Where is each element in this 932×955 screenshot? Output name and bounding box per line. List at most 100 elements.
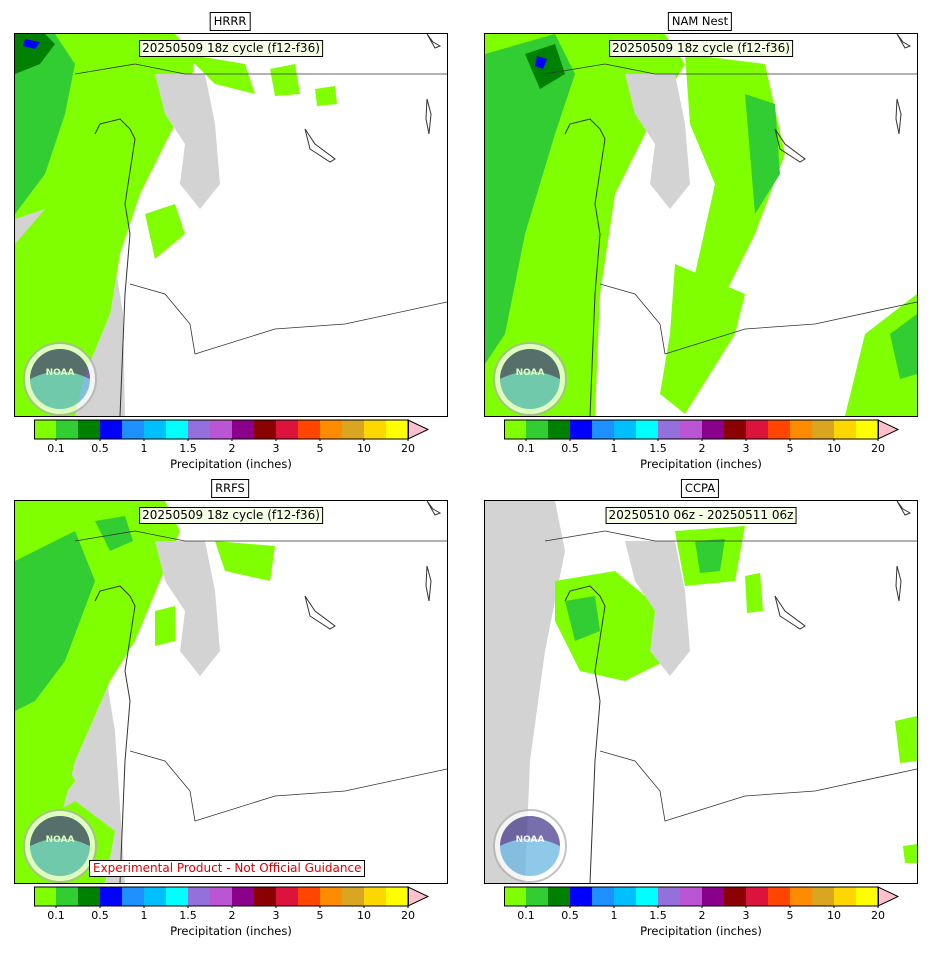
precip-map: NOAA bbox=[485, 34, 917, 416]
noaa-logo: NOAA bbox=[23, 342, 97, 416]
colorbar-segment bbox=[570, 420, 592, 439]
colorbar-tick-label: 0.5 bbox=[91, 909, 109, 922]
colorbar-tick-label: 1.5 bbox=[649, 442, 667, 455]
colorbar-segment bbox=[34, 420, 56, 439]
colorbar-segment bbox=[548, 420, 570, 439]
colorbar-segment bbox=[724, 887, 746, 906]
panel-title: CCPA bbox=[680, 479, 720, 498]
panel-title: HRRR bbox=[209, 12, 251, 31]
colorbar-segment bbox=[526, 420, 548, 439]
colorbar-tick-label: 0.5 bbox=[91, 442, 109, 455]
precip-map: NOAA bbox=[15, 501, 447, 883]
colorbar-segment bbox=[144, 420, 166, 439]
colorbar-segment bbox=[592, 887, 614, 906]
colorbar-segment bbox=[276, 420, 298, 439]
cycle-label: 20250510 06z - 20250511 06z bbox=[605, 507, 797, 524]
colorbar-segment bbox=[856, 420, 878, 439]
colorbar-segment bbox=[856, 887, 878, 906]
colorbar-segment bbox=[56, 887, 78, 906]
colorbar-extend-arrow bbox=[407, 419, 430, 440]
colorbar-segment bbox=[592, 420, 614, 439]
colorbar-segment bbox=[614, 420, 636, 439]
noaa-logo: NOAA bbox=[23, 809, 97, 883]
colorbar-segment bbox=[320, 420, 342, 439]
colorbar: 0.1 0.5 1 1.5 2 3 5 10 20 Precipitation (inches) bbox=[34, 886, 434, 946]
colorbar-segment bbox=[56, 420, 78, 439]
colorbar-label: Precipitation (inches) bbox=[640, 457, 762, 471]
colorbar-segment bbox=[364, 887, 386, 906]
noaa-logo: NOAA bbox=[493, 809, 567, 883]
cycle-label: 20250509 18z cycle (f12-f36) bbox=[139, 40, 323, 57]
noaa-logo: NOAA bbox=[493, 342, 567, 416]
panel-rrfs: RRFS NOAA 20250509 18z cycle bbox=[14, 479, 484, 949]
colorbar-segment bbox=[320, 887, 342, 906]
colorbar-tick-label: 0.1 bbox=[517, 442, 535, 455]
colorbar-tick-label: 0.5 bbox=[561, 442, 579, 455]
precip-map: NOAA bbox=[485, 501, 917, 883]
colorbar-label: Precipitation (inches) bbox=[170, 924, 292, 938]
panel-title: NAM Nest bbox=[667, 12, 733, 31]
colorbar-label: Precipitation (inches) bbox=[170, 457, 292, 471]
colorbar-svg bbox=[504, 419, 900, 441]
colorbar-segment bbox=[636, 420, 658, 439]
colorbar-segment bbox=[768, 887, 790, 906]
panel-ccpa: CCPA NOAA 20250510 06z - 2025 bbox=[484, 479, 932, 949]
colorbar-svg bbox=[504, 886, 900, 908]
colorbar-tick-label: 10 bbox=[357, 909, 371, 922]
colorbar-tick-label: 1 bbox=[140, 442, 148, 455]
colorbar-tick-label: 1.5 bbox=[179, 442, 197, 455]
colorbar-label: Precipitation (inches) bbox=[640, 924, 762, 938]
colorbar-tick-label: 2 bbox=[698, 909, 706, 922]
colorbar-segment bbox=[78, 887, 100, 906]
disclaimer-label: Experimental Product - Not Official Guid… bbox=[89, 860, 366, 877]
colorbar-segment bbox=[614, 887, 636, 906]
map-frame: NOAA 20250509 18z cycle (f12-f36) bbox=[14, 33, 448, 417]
colorbar-segment bbox=[834, 887, 856, 906]
colorbar-segment bbox=[188, 420, 210, 439]
colorbar-svg bbox=[34, 419, 430, 441]
colorbar-tick-label: 3 bbox=[272, 442, 280, 455]
svg-text:NOAA: NOAA bbox=[46, 835, 75, 845]
colorbar-tick-label: 1 bbox=[610, 442, 618, 455]
colorbar-segment bbox=[210, 420, 232, 439]
colorbar-tick-label: 5 bbox=[316, 909, 324, 922]
colorbar-segment bbox=[658, 420, 680, 439]
panel-title: RRFS bbox=[211, 479, 249, 498]
colorbar-tick-label: 5 bbox=[316, 442, 324, 455]
colorbar-extend-arrow bbox=[877, 419, 900, 440]
colorbar-segment bbox=[680, 887, 702, 906]
colorbar-segment bbox=[144, 887, 166, 906]
colorbar-tick-label: 0.1 bbox=[47, 442, 65, 455]
colorbar-segment bbox=[702, 420, 724, 439]
colorbar-segment bbox=[746, 420, 768, 439]
colorbar-tick-label: 0.1 bbox=[517, 909, 535, 922]
colorbar-segment bbox=[254, 887, 276, 906]
colorbar-segment bbox=[166, 420, 188, 439]
colorbar-segment bbox=[812, 887, 834, 906]
colorbar-segment bbox=[504, 887, 526, 906]
colorbar-segment bbox=[232, 887, 254, 906]
map-frame: NOAA 20250510 06z - 20250511 06z bbox=[484, 500, 918, 884]
precip-map: NOAA bbox=[15, 34, 447, 416]
colorbar-segment bbox=[790, 887, 812, 906]
colorbar-tick-label: 0.1 bbox=[47, 909, 65, 922]
colorbar-segment bbox=[548, 887, 570, 906]
colorbar-segment bbox=[78, 420, 100, 439]
colorbar-segment bbox=[724, 420, 746, 439]
colorbar-segment bbox=[702, 887, 724, 906]
colorbar-tick-label: 1.5 bbox=[649, 909, 667, 922]
colorbar-segment bbox=[122, 887, 144, 906]
panel-nam-nest: NAM Nest NOAA 20250509 bbox=[484, 12, 932, 482]
map-frame: NOAA 20250509 18z cycle (f12-f36) bbox=[484, 33, 918, 417]
colorbar-segment bbox=[166, 887, 188, 906]
colorbar-tick-label: 20 bbox=[871, 909, 885, 922]
colorbar-segment bbox=[768, 420, 790, 439]
colorbar: 0.1 0.5 1 1.5 2 3 5 10 20 Precipitation (inches) bbox=[504, 886, 904, 946]
colorbar-tick-label: 3 bbox=[272, 909, 280, 922]
colorbar-tick-label: 3 bbox=[742, 442, 750, 455]
svg-text:NOAA: NOAA bbox=[516, 835, 545, 845]
colorbar-tick-label: 1 bbox=[140, 909, 148, 922]
colorbar-tick-label: 5 bbox=[786, 909, 794, 922]
colorbar-segment bbox=[746, 887, 768, 906]
colorbar-segment bbox=[100, 887, 122, 906]
